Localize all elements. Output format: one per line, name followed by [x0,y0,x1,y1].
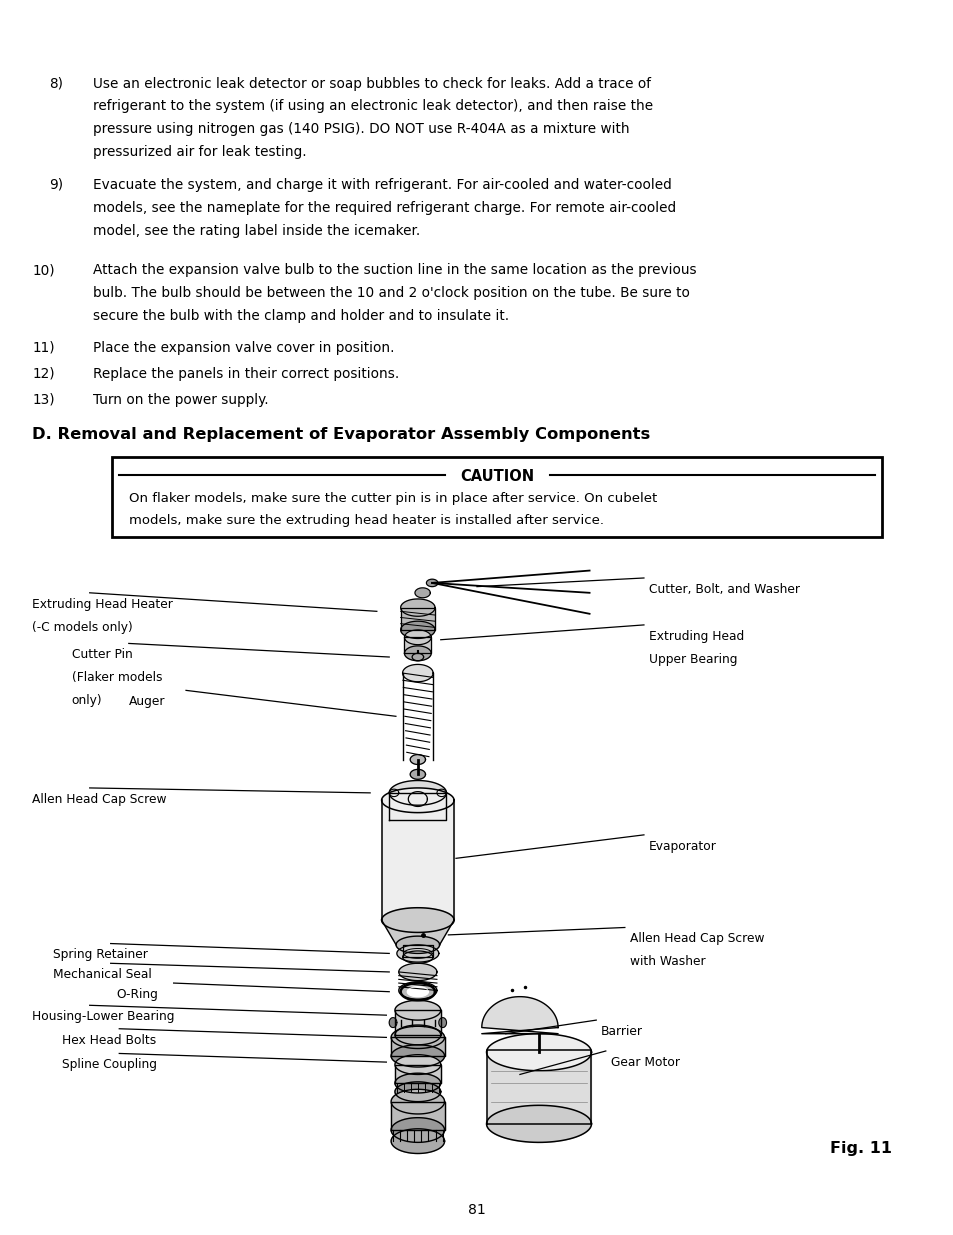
Text: secure the bulb with the clamp and holder and to insulate it.: secure the bulb with the clamp and holde… [93,309,509,322]
Text: Cutter Pin: Cutter Pin [71,648,132,662]
Polygon shape [381,920,454,945]
Text: Use an electronic leak detector or soap bubbles to check for leaks. Add a trace : Use an electronic leak detector or soap … [93,77,651,90]
Text: 8): 8) [50,77,64,90]
Polygon shape [389,781,446,805]
Polygon shape [486,1034,591,1071]
Polygon shape [404,646,431,661]
Polygon shape [395,936,439,953]
Text: 81: 81 [468,1203,485,1216]
Polygon shape [481,997,558,1034]
Text: 11): 11) [32,341,55,354]
Text: Auger: Auger [129,695,165,709]
Text: model, see the rating label inside the icemaker.: model, see the rating label inside the i… [93,224,420,237]
Text: pressure using nitrogen gas (140 PSIG). DO NOT use R-404A as a mixture with: pressure using nitrogen gas (140 PSIG). … [93,122,629,136]
Text: Allen Head Cap Screw: Allen Head Cap Screw [629,932,763,946]
Polygon shape [391,1102,444,1130]
Text: 9): 9) [50,178,64,191]
Text: O-Ring: O-Ring [116,988,158,1002]
Polygon shape [395,1000,440,1020]
Polygon shape [389,793,446,820]
Text: 12): 12) [32,367,55,380]
Polygon shape [415,588,430,598]
Text: only): only) [71,694,102,708]
Text: Extruding Head Heater: Extruding Head Heater [32,598,173,611]
Polygon shape [391,1129,444,1153]
Polygon shape [381,788,454,813]
Polygon shape [391,1026,444,1049]
Text: with Washer: with Washer [629,956,704,968]
Text: On flaker models, make sure the cutter pin is in place after service. On cubelet: On flaker models, make sure the cutter p… [129,492,657,505]
Text: (Flaker models: (Flaker models [71,672,162,684]
Text: Evaporator: Evaporator [648,840,716,853]
Text: Spring Retainer: Spring Retainer [53,948,148,962]
Polygon shape [404,630,431,645]
Text: 10): 10) [32,263,55,277]
Text: Attach the expansion valve bulb to the suction line in the same location as the : Attach the expansion valve bulb to the s… [93,263,697,277]
Polygon shape [395,1025,440,1045]
Text: refrigerant to the system (if using an electronic leak detector), and then raise: refrigerant to the system (if using an e… [93,100,653,114]
Polygon shape [395,1055,440,1074]
Text: Mechanical Seal: Mechanical Seal [53,968,152,982]
Polygon shape [410,769,425,779]
Polygon shape [398,982,436,999]
Polygon shape [391,1089,444,1114]
Text: CAUTION: CAUTION [459,469,534,484]
Text: Allen Head Cap Screw: Allen Head Cap Screw [32,793,167,806]
Polygon shape [395,1010,440,1035]
Text: models, see the nameplate for the required refrigerant charge. For remote air-co: models, see the nameplate for the requir… [93,201,676,215]
Polygon shape [426,579,437,587]
Polygon shape [436,789,446,797]
Polygon shape [389,789,398,797]
Polygon shape [407,987,428,997]
Polygon shape [408,792,427,806]
Polygon shape [400,599,435,616]
Text: Replace the panels in their correct positions.: Replace the panels in their correct posi… [93,367,399,380]
Polygon shape [400,621,435,638]
Polygon shape [402,664,433,682]
FancyBboxPatch shape [112,457,882,537]
Text: Extruding Head: Extruding Head [648,630,743,643]
Polygon shape [438,1018,446,1028]
Text: Housing-Lower Bearing: Housing-Lower Bearing [32,1010,174,1024]
Polygon shape [412,653,423,661]
Polygon shape [391,1037,444,1056]
Polygon shape [402,945,433,957]
Polygon shape [391,1045,444,1067]
Text: (-C models only): (-C models only) [32,620,133,634]
Polygon shape [404,637,431,653]
Text: bulb. The bulb should be between the 10 and 2 o'clock position on the tube. Be s: bulb. The bulb should be between the 10 … [93,285,690,300]
Text: Place the expansion valve cover in position.: Place the expansion valve cover in posit… [93,341,395,354]
Text: Spline Coupling: Spline Coupling [62,1058,157,1072]
Polygon shape [391,1118,444,1142]
Polygon shape [398,963,436,981]
Text: Barrier: Barrier [600,1025,642,1039]
Text: Evacuate the system, and charge it with refrigerant. For air-cooled and water-co: Evacuate the system, and charge it with … [93,178,672,191]
Polygon shape [396,945,438,962]
Polygon shape [410,755,425,764]
Polygon shape [402,951,433,963]
Polygon shape [395,1073,440,1093]
Text: models, make sure the extruding head heater is installed after service.: models, make sure the extruding head hea… [129,514,603,527]
Polygon shape [395,1082,440,1102]
Polygon shape [381,800,454,920]
Text: Cutter, Bolt, and Washer: Cutter, Bolt, and Washer [648,583,799,597]
Text: Gear Motor: Gear Motor [610,1056,679,1070]
Polygon shape [400,608,435,630]
Polygon shape [486,1050,591,1124]
Polygon shape [486,1105,591,1142]
Text: D. Removal and Replacement of Evaporator Assembly Components: D. Removal and Replacement of Evaporator… [32,427,650,442]
Polygon shape [381,908,454,932]
Text: Hex Head Bolts: Hex Head Bolts [62,1034,156,1047]
Text: Upper Bearing: Upper Bearing [648,652,737,666]
Polygon shape [389,1018,396,1028]
Text: Turn on the power supply.: Turn on the power supply. [93,393,269,406]
Text: Fig. 11: Fig. 11 [829,1141,891,1156]
Polygon shape [395,1065,440,1083]
Text: 13): 13) [32,393,55,406]
Text: pressurized air for leak testing.: pressurized air for leak testing. [93,146,307,159]
